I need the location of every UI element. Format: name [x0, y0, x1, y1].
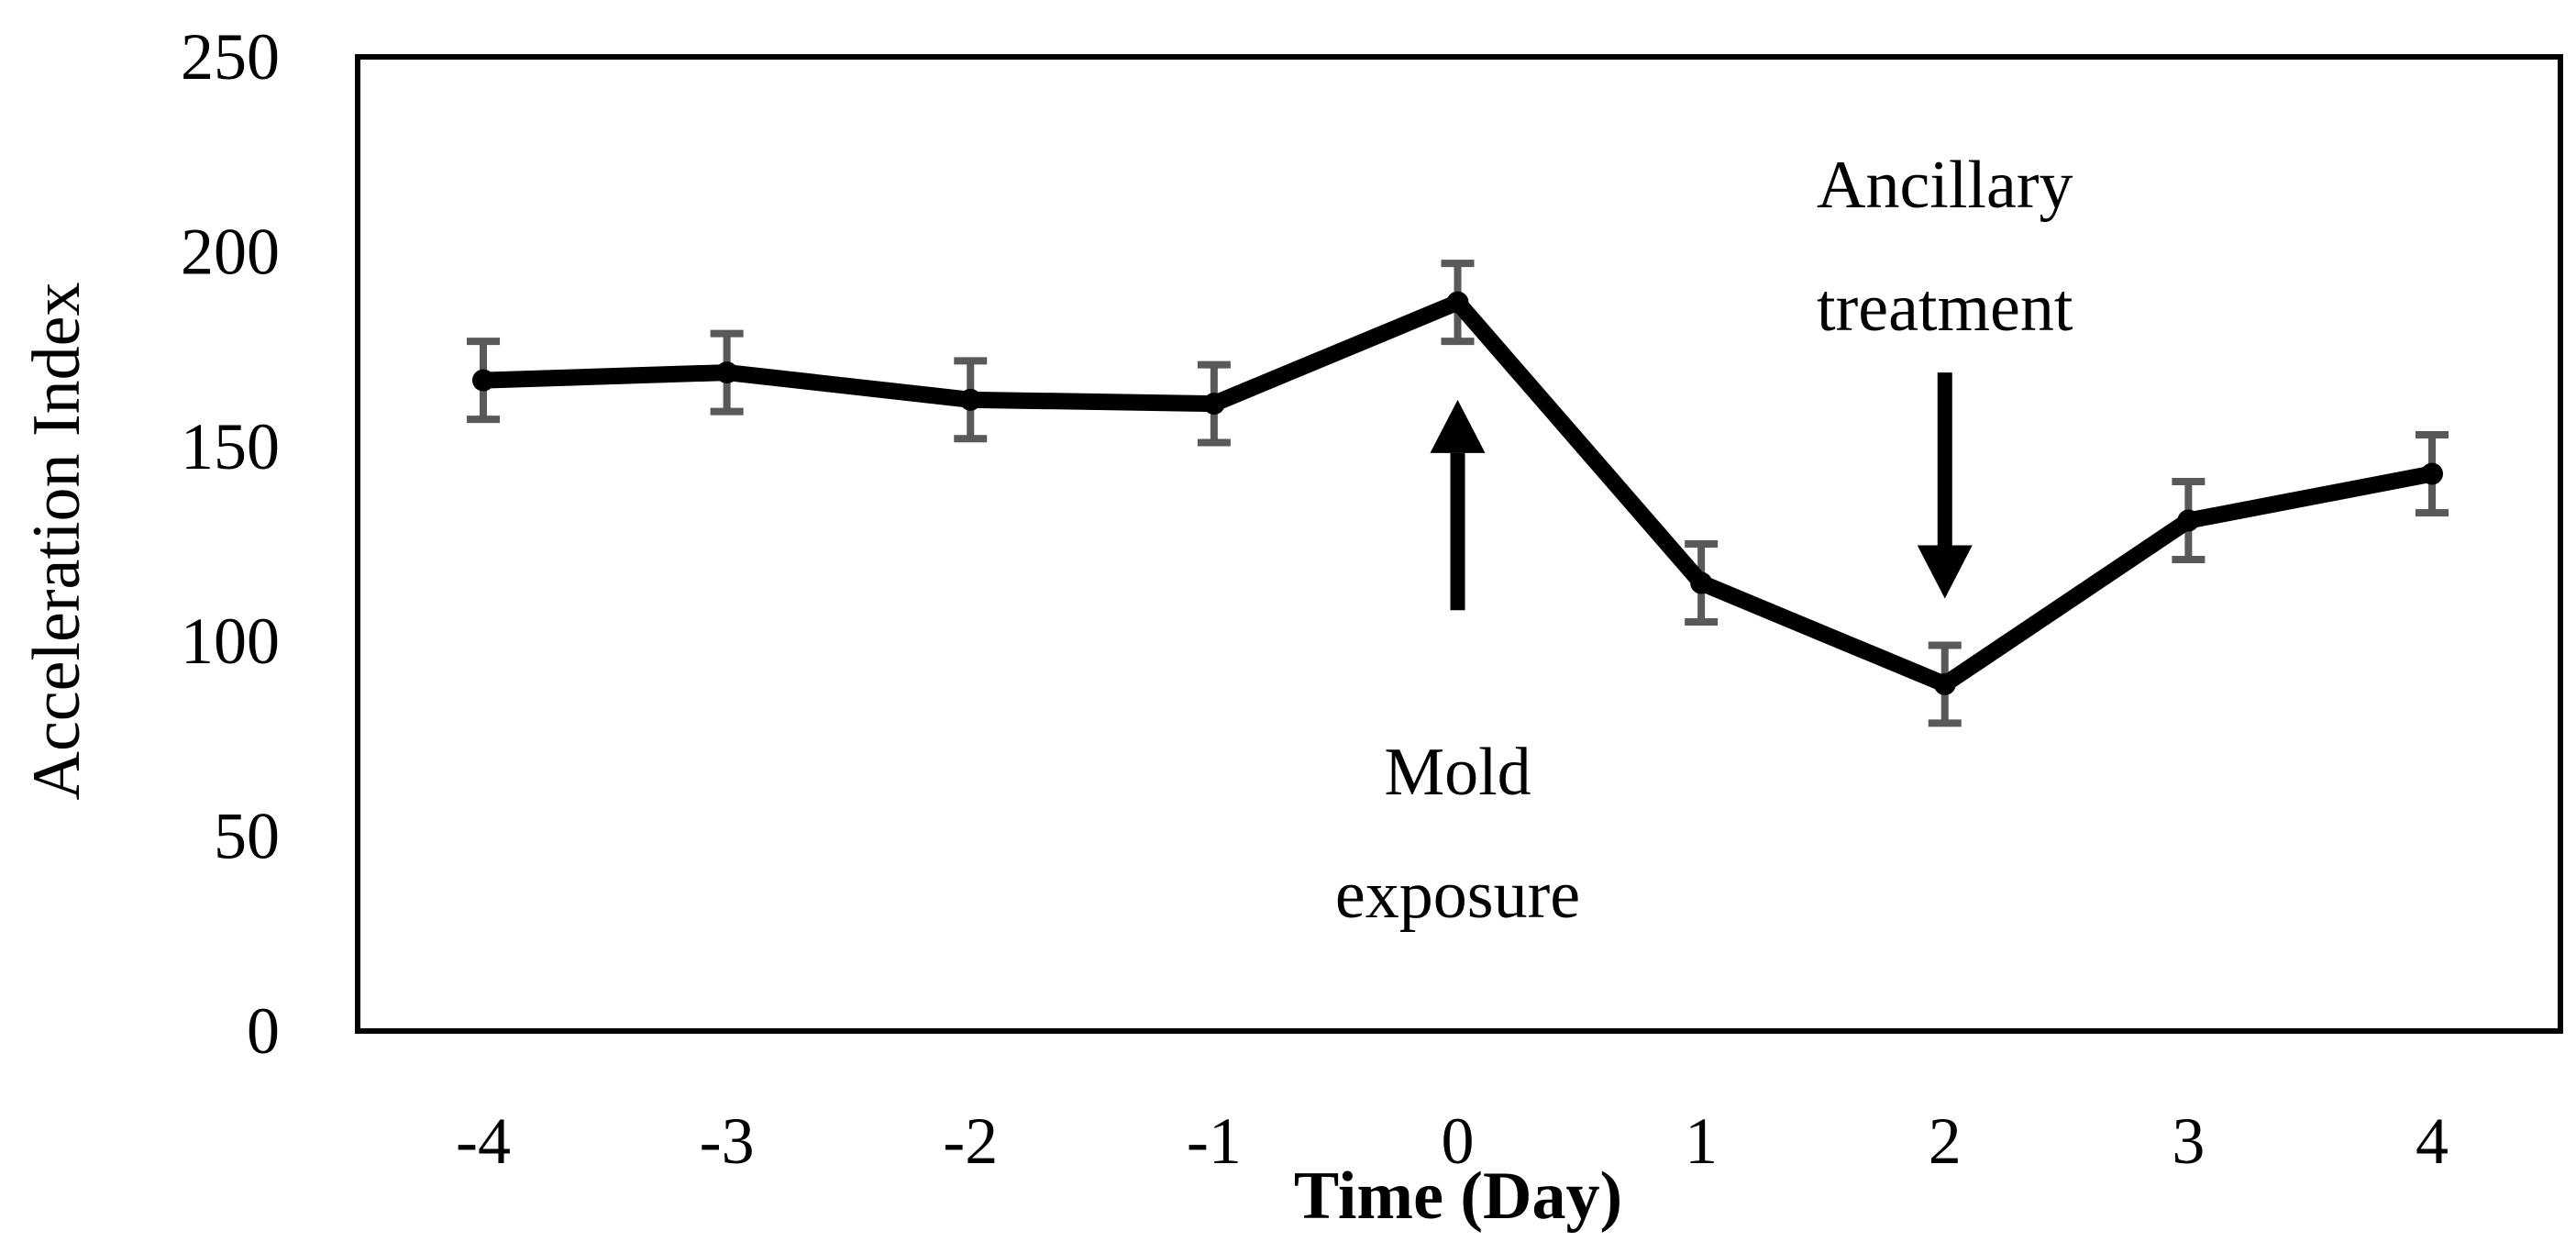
x-tick-label: 3 — [2172, 1104, 2205, 1178]
x-tick-label: -4 — [456, 1104, 511, 1178]
data-point — [472, 369, 494, 392]
x-tick-label: 4 — [2416, 1104, 2449, 1178]
y-tick-label: 150 — [181, 410, 280, 483]
mold-exposure-label: exposure — [1335, 858, 1580, 933]
data-point — [1202, 393, 1225, 416]
ancillary-treatment-label: Ancillary — [1817, 148, 2073, 223]
y-tick-label: 200 — [181, 215, 280, 288]
x-tick-label: 2 — [1929, 1104, 1962, 1178]
series-group — [472, 291, 2443, 695]
y-axis-title: Acceleration Index — [19, 283, 94, 801]
data-point — [1690, 571, 1713, 594]
ancillary-treatment-label: treatment — [1817, 271, 2073, 346]
data-point — [1446, 291, 1469, 314]
data-point — [2421, 462, 2443, 485]
x-tick-label: 1 — [1685, 1104, 1718, 1178]
x-axis-ticks: -4 -3 -2 -1 0 1 2 3 4 — [456, 1104, 2449, 1178]
x-tick-label: 0 — [1442, 1104, 1475, 1178]
data-point — [2177, 509, 2200, 532]
y-tick-label: 50 — [214, 800, 280, 873]
x-tick-label: -1 — [1187, 1104, 1242, 1178]
y-tick-label: 250 — [181, 20, 280, 94]
data-point — [1933, 672, 1956, 695]
y-axis-ticks: 0 50 100 150 200 250 — [181, 20, 280, 1068]
y-tick-label: 0 — [247, 994, 280, 1068]
mold-exposure-arrow-head — [1430, 399, 1486, 453]
x-tick-label: -2 — [943, 1104, 998, 1178]
data-point — [715, 361, 738, 384]
data-point — [959, 388, 982, 411]
y-tick-label: 100 — [181, 604, 280, 678]
mold-exposure-label: Mold — [1384, 735, 1531, 810]
x-axis-title: Time (Day) — [1294, 1159, 1622, 1234]
annotations: Mold exposure Ancillary treatment — [1335, 148, 2073, 933]
x-tick-label: -3 — [700, 1104, 755, 1178]
plot-frame — [355, 54, 2563, 1034]
ancillary-treatment-arrow-head — [1917, 545, 1973, 599]
